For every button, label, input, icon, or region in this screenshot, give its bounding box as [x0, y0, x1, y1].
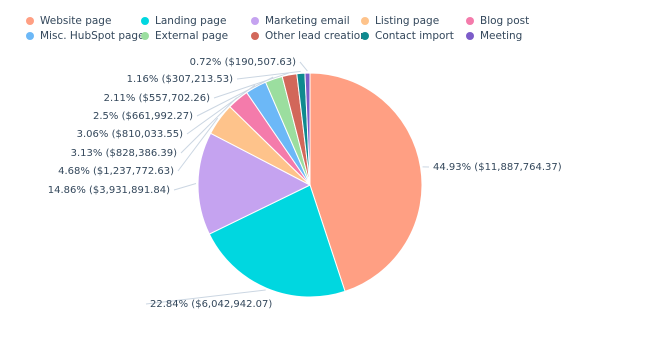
legend-swatch: [361, 17, 369, 25]
pie-slice: [208, 184, 346, 298]
data-label: 3.13% ($828,386.39): [71, 148, 177, 159]
pie-slice: [197, 132, 312, 235]
legend-label: Blog post: [480, 15, 529, 27]
data-label: 3.06% ($810,033.55): [77, 129, 183, 140]
leader-line: [299, 61, 308, 72]
legend-swatch: [251, 17, 259, 25]
data-label: 2.5% ($661,992.27): [93, 111, 193, 122]
data-label: 4.68% ($1,237,772.63): [58, 166, 174, 177]
pie-slice: [309, 72, 423, 293]
pie-slice: [304, 72, 311, 186]
data-label: 44.93% ($11,887,764.37): [433, 162, 562, 173]
legend-swatch: [361, 32, 369, 40]
legend-label: Listing page: [375, 15, 439, 27]
legend-label: Contact import: [375, 30, 454, 42]
leader-line: [180, 97, 238, 154]
legend-label: Marketing email: [265, 15, 350, 27]
legend-label: Meeting: [480, 30, 522, 42]
legend-swatch: [251, 32, 259, 40]
legend-swatch: [141, 17, 149, 25]
legend-label: Website page: [40, 15, 111, 27]
leader-line: [213, 72, 290, 99]
data-label: 14.86% ($3,931,891.84): [48, 185, 170, 196]
leader-line: [186, 84, 256, 135]
legend-swatch: [26, 32, 34, 40]
legend-swatch: [26, 17, 34, 25]
data-label: 0.72% ($190,507.63): [190, 57, 296, 68]
leader-line: [177, 117, 219, 172]
leader-line: [196, 76, 274, 117]
legend-swatch: [466, 17, 474, 25]
legend-label: External page: [155, 30, 228, 42]
legend-label: Landing page: [155, 15, 226, 27]
data-label: 2.11% ($557,702.26): [104, 93, 210, 104]
legend-swatch: [466, 32, 474, 40]
data-label: 22.84% ($6,042,942.07): [150, 299, 272, 310]
leader-line: [173, 183, 197, 191]
legend-label: Other lead creation: [265, 30, 367, 42]
legend-label: Misc. HubSpot page: [40, 30, 145, 42]
data-label: 1.16% ($307,213.53): [127, 74, 233, 85]
legend-swatch: [141, 32, 149, 40]
leader-line: [145, 289, 266, 305]
leader-line: [236, 70, 301, 80]
